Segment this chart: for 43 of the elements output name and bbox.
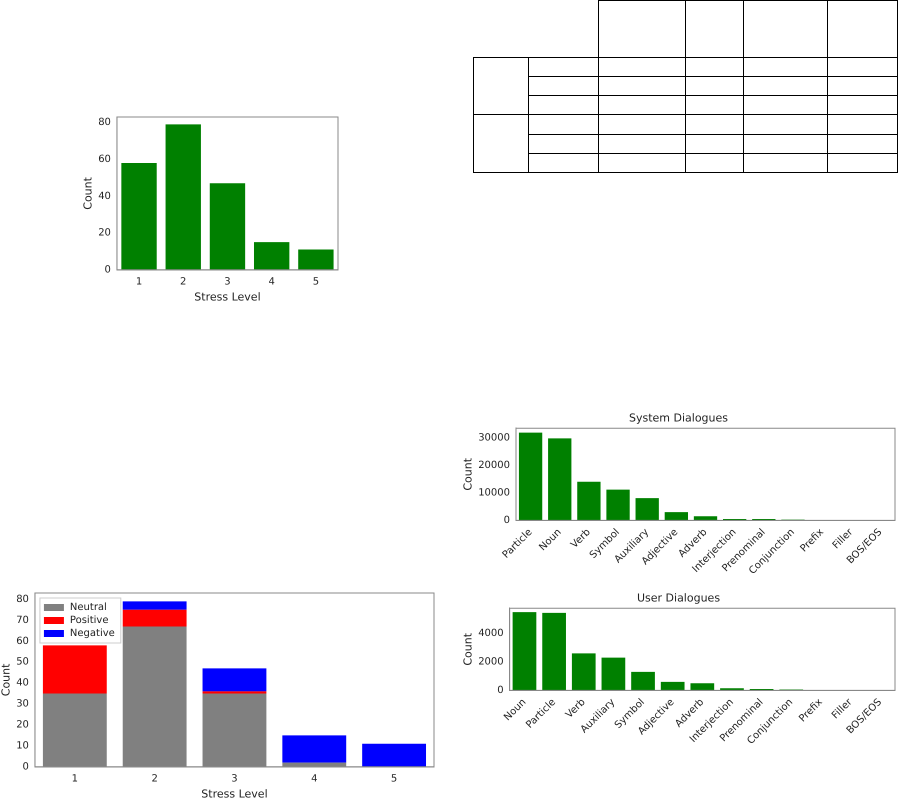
x-tick-label: 3 <box>224 276 231 288</box>
x-tick-label: 1 <box>72 773 78 784</box>
y-axis-title: Count <box>81 176 94 210</box>
y-tick-label: 20 <box>16 720 29 731</box>
y-tick-label: 60 <box>98 154 111 165</box>
y-tick-label: 0 <box>104 264 111 276</box>
y-tick-label: 60 <box>16 636 29 647</box>
y-axis-title: Count <box>461 457 474 491</box>
y-tick-label: 0 <box>504 515 510 526</box>
x-tick-label: 5 <box>390 773 398 784</box>
x-tick-label: Verb <box>569 526 593 551</box>
y-tick-label: 40 <box>98 190 111 202</box>
x-axis-title: Stress Level <box>201 787 268 800</box>
y-tick-label: 30000 <box>478 432 510 444</box>
y-tick-label: 10 <box>16 740 29 752</box>
x-tick-label: 2 <box>180 276 186 288</box>
x-tick-label: 3 <box>231 773 238 784</box>
y-tick-label: 40 <box>16 678 29 689</box>
legend-label: Neutral <box>70 602 107 614</box>
x-axis-title: Stress Level <box>194 290 261 304</box>
y-tick-label: 20000 <box>478 460 510 472</box>
chart-title: User Dialogues <box>636 591 720 604</box>
x-tick-label: 4 <box>268 276 275 288</box>
y-tick-label: 80 <box>16 594 29 605</box>
legend-label: Positive <box>70 615 108 626</box>
y-tick-label: 70 <box>16 614 29 626</box>
x-tick-label: 5 <box>312 276 320 288</box>
x-tick-label: 2 <box>151 773 158 784</box>
x-tick-label: 1 <box>136 276 142 288</box>
y-axis-title: Count <box>0 662 12 696</box>
y-tick-label: 0 <box>497 685 504 696</box>
y-tick-label: 50 <box>16 656 29 668</box>
y-tick-label: 20 <box>98 228 111 239</box>
y-tick-label: 4000 <box>478 628 504 640</box>
chart-title: System Dialogues <box>628 411 728 424</box>
y-axis-title: Count <box>461 632 474 666</box>
y-tick-label: 30 <box>16 698 29 710</box>
y-tick-label: 2000 <box>478 656 504 668</box>
y-tick-label: 80 <box>98 117 111 128</box>
legend-label: Negative <box>70 628 115 640</box>
y-tick-label: 10000 <box>478 488 510 499</box>
x-tick-label: 4 <box>311 773 318 784</box>
y-tick-label: 0 <box>22 761 29 772</box>
